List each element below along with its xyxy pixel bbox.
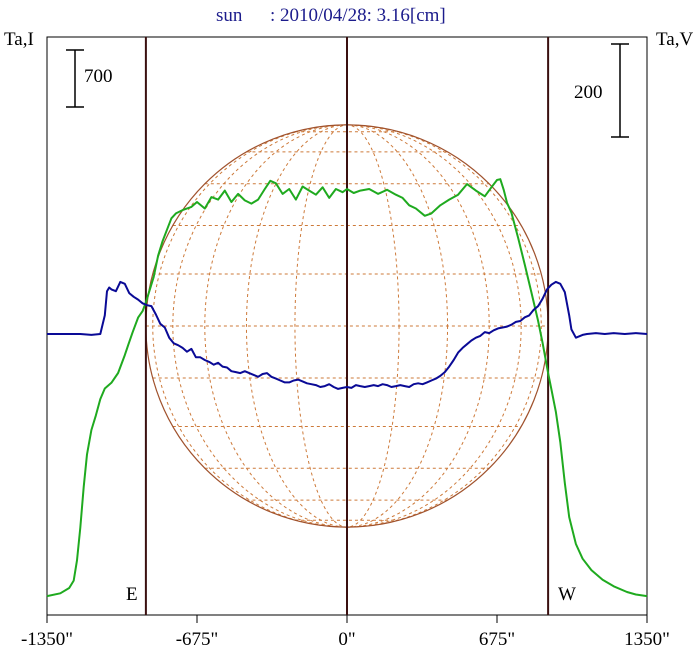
east-limb-label: E bbox=[126, 584, 138, 605]
longitude-line-1 bbox=[245, 124, 449, 528]
x-tick-label-3: 675" bbox=[479, 629, 515, 649]
west-limb-label: W bbox=[558, 584, 576, 605]
scale-bar-left bbox=[66, 49, 84, 108]
x-tick-label-0: -1350" bbox=[21, 629, 73, 649]
polarization-series-line bbox=[47, 280, 648, 390]
title-date: : 2010/04/28: 3.16[cm] bbox=[270, 5, 446, 26]
scale-bar-right-label: 200 bbox=[574, 82, 603, 103]
x-tick-label-2: 0" bbox=[338, 629, 355, 649]
x-tick-label-4: 1350" bbox=[624, 629, 670, 649]
x-tick-label-1: -675" bbox=[176, 629, 219, 649]
title-object: sun bbox=[216, 5, 243, 26]
right-axis-label: Ta,V bbox=[656, 29, 693, 50]
reference-lines bbox=[144, 37, 550, 615]
scale-bar-left-label: 700 bbox=[84, 66, 113, 87]
left-axis-label: Ta,I bbox=[4, 29, 34, 50]
x-axis-ticks: -1350" -675" 0" 675" 1350" bbox=[21, 615, 670, 649]
scale-bar-right bbox=[611, 43, 629, 138]
intensity-series-line bbox=[46, 178, 648, 598]
series-group bbox=[46, 178, 648, 598]
